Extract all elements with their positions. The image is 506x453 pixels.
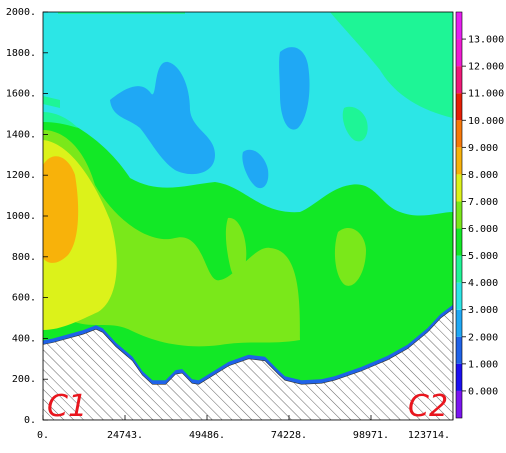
contour-region-blue-pocket-3	[242, 149, 269, 189]
contour-region-blue-pocket-2	[279, 47, 310, 130]
colorbar-label: 12.000	[468, 62, 504, 73]
x-tick-label: 74228.	[271, 430, 307, 441]
corner-label-left: C1	[47, 389, 87, 424]
colorbar-label: 3.000	[468, 305, 498, 316]
x-axis: 0. 24743. 49486. 74228. 98971. 123714.	[37, 415, 454, 441]
colorbar-swatch	[456, 39, 462, 67]
y-tick-label: 1600.	[6, 89, 36, 100]
colorbar-swatch	[456, 282, 462, 310]
x-tick-label: 123714.	[408, 430, 450, 441]
y-tick-label: 0.	[24, 415, 36, 426]
contour-region-right-yellow-green-b	[334, 228, 366, 286]
y-tick-label: 400.	[12, 333, 36, 344]
y-tick-label: 1400.	[6, 129, 36, 140]
colorbar-label: 7.000	[468, 197, 498, 208]
contour-region-blue-pocket-1	[110, 61, 215, 175]
colorbar-swatch	[456, 147, 462, 175]
y-tick-label: 600.	[12, 293, 36, 304]
colorbar-swatch	[456, 228, 462, 256]
contour-region-left-orange-core	[43, 156, 79, 263]
colorbar-swatch	[456, 120, 462, 148]
colorbar-label: 0.000	[468, 386, 498, 397]
colorbar-swatch	[456, 363, 462, 391]
colorbar-label: 1.000	[468, 359, 498, 370]
colorbar-swatch	[456, 66, 462, 94]
colorbar-label: 13.000	[468, 35, 504, 46]
colorbar-swatch-below	[456, 390, 462, 418]
colorbar-swatch	[456, 93, 462, 121]
colorbar-frame	[455, 11, 463, 419]
colorbar-label: 11.000	[468, 89, 504, 100]
colorbar-label: 2.000	[468, 332, 498, 343]
colorbar-swatch	[456, 309, 462, 337]
x-tick-label: 49486.	[189, 430, 225, 441]
contour-region-right-yellow-green-a	[225, 217, 247, 279]
x-tick-label: 98971.	[353, 430, 389, 441]
corner-label-right: C2	[408, 389, 448, 424]
contour-region-green-pocket	[342, 106, 368, 142]
colorbar-label: 4.000	[468, 278, 498, 289]
y-tick-label: 1000.	[6, 211, 36, 222]
y-tick-label: 200.	[12, 374, 36, 385]
colorbar-label: 9.000	[468, 143, 498, 154]
y-tick-label: 1200.	[6, 170, 36, 181]
colorbar-label: 10.000	[468, 116, 504, 127]
x-tick-label: 24743.	[107, 430, 143, 441]
contour-region-upper-right-green	[330, 12, 453, 118]
y-tick-label: 800.	[12, 252, 36, 263]
y-tick-label: 2000.	[6, 7, 36, 18]
contour-region-left-small-green	[43, 112, 78, 128]
x-tick-label: 0.	[37, 430, 49, 441]
colorbar: 0.000 1.000 2.000 3.000 4.000 5.000 6.000 7.000…	[455, 11, 504, 419]
terrain-hatched-area	[43, 308, 453, 420]
contour-region-top-strip	[58, 12, 185, 14]
contour-region-left-strip	[43, 96, 60, 108]
y-axis: 0. 200. 400. 600. 800. 1000. 1200. 1400. 1600. 18…	[6, 7, 48, 426]
plot-area	[43, 12, 453, 420]
colorbar-swatch	[456, 336, 462, 364]
colorbar-swatch	[456, 201, 462, 229]
colorbar-swatch	[456, 174, 462, 202]
colorbar-label: 5.000	[468, 251, 498, 262]
y-tick-label: 1800.	[6, 48, 36, 59]
colorbar-label: 6.000	[468, 224, 498, 235]
colorbar-swatch	[456, 255, 462, 283]
colorbar-label: 8.000	[468, 170, 498, 181]
colorbar-swatch	[456, 12, 462, 40]
